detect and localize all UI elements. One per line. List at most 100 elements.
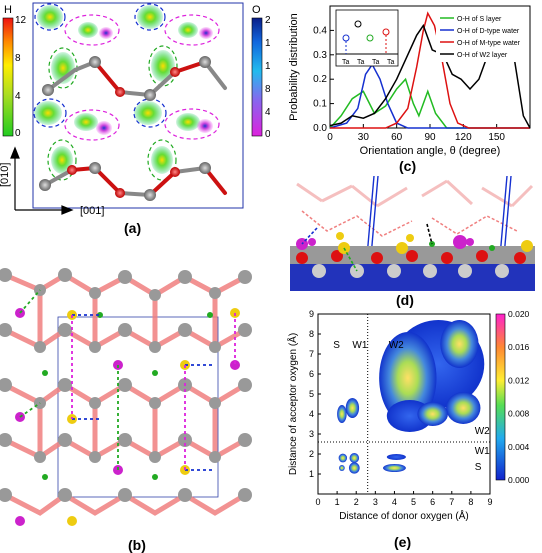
x-tick-label: 0 — [327, 132, 333, 143]
y-tick-label: 7 — [309, 349, 314, 359]
inset-ta-label: Ta — [357, 59, 365, 66]
density-region — [417, 402, 448, 426]
surface-slab — [290, 246, 535, 291]
colorbar — [495, 313, 506, 481]
y-axis-label: Distance of acceptor oxygen (Å) — [286, 333, 299, 475]
density-region — [339, 465, 345, 471]
density-region — [337, 405, 347, 423]
colorbar-h-tick: 8 — [15, 53, 21, 64]
x-tick-label: 7 — [449, 497, 454, 507]
region-label: W2 — [475, 426, 490, 437]
density-blobs — [34, 5, 213, 174]
chart-distance-heatmap: 0 1 2 3 4 5 6 7 8 9 1 2 3 4 5 6 7 8 9 Distance of donor oxy… — [286, 309, 530, 522]
density-region — [440, 320, 479, 368]
panel-e: 0 1 2 3 4 5 6 7 8 9 1 2 3 4 5 6 7 8 9 Distance of donor oxy… — [282, 306, 542, 552]
x-tick-label: 8 — [468, 497, 473, 507]
axis-010-label: [010] — [0, 163, 11, 187]
lattice-atoms — [0, 268, 252, 502]
x-tick-label: 150 — [488, 132, 505, 143]
axis-001-label: [001] — [80, 205, 104, 217]
colorbar-h-title: H — [4, 4, 12, 16]
hbond-lines — [19, 289, 236, 471]
colorbar-h-tick: 12 — [15, 15, 27, 26]
density-region — [338, 453, 348, 463]
x-tick-label: 90 — [424, 132, 436, 143]
legend-entry: O-H of D-type water — [457, 28, 520, 35]
colorbar-tick-label: 0.012 — [508, 375, 530, 385]
colorbar-tick-label: 0.000 — [508, 475, 530, 485]
dashed-outlines — [33, 3, 220, 181]
legend-box — [436, 8, 528, 62]
colorbar-o-tick: 8 — [265, 84, 270, 95]
series-line-2 — [330, 11, 530, 129]
inset-ta-label: Ta — [342, 59, 350, 66]
region-label: S — [475, 462, 482, 473]
density-region — [349, 453, 360, 463]
x-tick-label: 9 — [487, 497, 492, 507]
x-tick-label: 120 — [455, 132, 472, 143]
density-region — [345, 398, 360, 418]
colorbar-o-tick: 16 — [265, 38, 270, 49]
y-tick-label: 4 — [309, 409, 314, 419]
y-tick-label: 8 — [309, 329, 314, 339]
lattice-bonds — [2, 272, 248, 516]
inset-water-s — [366, 34, 374, 42]
y-tick-label: 0.2 — [313, 74, 327, 85]
y-tick-label: 2 — [309, 449, 314, 459]
legend-entry: O-H of M-type water — [457, 40, 521, 47]
density-region — [379, 332, 437, 424]
y-tick-label: 9 — [309, 309, 314, 319]
region-label: W1 — [352, 340, 367, 351]
y-tick-label: 0.0 — [313, 123, 327, 134]
panel-d-label: (d) — [396, 292, 414, 308]
panel-d-figure — [290, 175, 535, 292]
colorbar-o-tick: 12 — [265, 61, 270, 72]
water-network — [296, 179, 534, 208]
y-tick-label: 0.4 — [313, 25, 327, 36]
y-tick-label: 6 — [309, 369, 314, 379]
atoms — [39, 56, 211, 201]
y-tick-label: 1 — [309, 469, 314, 479]
x-axis-label: Orientation angle, θ (degree) — [360, 145, 501, 157]
inset-ta-label: Ta — [372, 59, 380, 66]
x-tick-label: 4 — [392, 497, 397, 507]
x-axis-label: Distance of donor oxygen (Å) — [339, 509, 469, 522]
colorbar-tick-label: 0.008 — [508, 409, 530, 419]
y-tick-label: 0.1 — [313, 99, 327, 110]
x-tick-label: 30 — [358, 132, 370, 143]
inset-ta-label: Ta — [387, 59, 395, 66]
density-region — [348, 462, 360, 474]
region-label: S — [333, 340, 340, 351]
legend-entry: O-H of S layer — [457, 16, 502, 23]
y-tick-label: 0.3 — [313, 50, 327, 61]
x-tick-label: 0 — [315, 497, 320, 507]
panel-b-label: (b) — [128, 537, 146, 553]
panel-e-label: (e) — [394, 534, 412, 550]
colorbar-o-tick: 4 — [265, 107, 270, 118]
x-tick-label: 1 — [335, 497, 340, 507]
chart-orientation-angle: 0 30 60 90 120 150 0.0 0.1 0.2 0.3 0.4 Orientation … — [288, 5, 531, 157]
colorbar-h-tick: 4 — [15, 91, 21, 102]
colorbar-h-tick: 0 — [15, 128, 21, 139]
density-region — [386, 454, 406, 460]
colorbar-o-tick: 20 — [265, 15, 270, 26]
panel-a-label: (a) — [124, 220, 142, 236]
panel-a-figure: H 12 8 4 0 O 20 16 12 8 4 0 — [0, 2, 277, 217]
y-axis-label: Probability distribution — [288, 13, 300, 121]
panel-d: (d) — [282, 175, 542, 308]
water-molecules — [15, 308, 240, 526]
series-line-0 — [329, 77, 530, 129]
panel-b: (b) — [0, 255, 270, 553]
panel-b-figure — [0, 268, 252, 526]
colorbar-o-title: O — [252, 4, 261, 16]
x-tick-label: 3 — [373, 497, 378, 507]
x-tick-label: 2 — [354, 497, 359, 507]
x-tick-label: 5 — [411, 497, 416, 507]
colorbar-o-tick: 0 — [265, 129, 270, 140]
legend-entry: O-H of W2 layer — [457, 52, 508, 59]
colorbar-tick-label: 0.004 — [508, 442, 530, 452]
colorbar-tick-label: 0.016 — [508, 342, 530, 352]
inset-water-o — [354, 20, 362, 28]
colorbar-tick-label: 0.020 — [508, 309, 530, 319]
region-label: W1 — [475, 446, 490, 457]
